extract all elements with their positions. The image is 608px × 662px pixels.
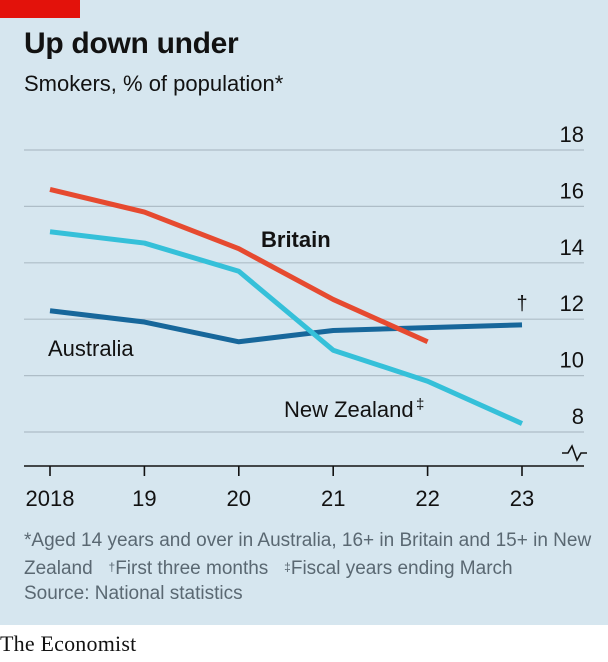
y-tick-label-10: 10: [560, 348, 584, 373]
y-axis-ticks: 8 10 12 14 16 18: [560, 122, 587, 462]
new-zealand-double-dagger: ‡: [416, 396, 424, 413]
axis-break-icon: [562, 444, 587, 462]
series-label-britain: Britain: [261, 227, 331, 252]
chart-subtitle: Smokers, % of population*: [24, 71, 284, 96]
economist-logo: The Economist: [0, 631, 137, 656]
x-tick-label-2021: 21: [321, 486, 345, 511]
chart-title: Up down under: [24, 27, 239, 60]
footnote-first-three-months: First three months: [115, 558, 269, 579]
series-line-australia: [49, 308, 523, 345]
line-chart: 8 10 12 14 16 18 2018 19 20 21 22 23 Britain Austra…: [24, 122, 587, 511]
footnote-age: *Aged 14 years and over in Australia, 16…: [24, 530, 592, 579]
series-labels: Britain Australia † New Zealand ‡: [48, 227, 528, 422]
y-tick-label-12: 12: [560, 291, 584, 316]
y-tick-label-14: 14: [560, 235, 584, 260]
x-tick-label-2022: 22: [415, 486, 439, 511]
y-tick-label-8: 8: [572, 404, 584, 429]
series-label-australia: Australia: [48, 336, 134, 361]
y-tick-label-18: 18: [560, 122, 584, 147]
series-line-britain: [49, 187, 429, 345]
x-tick-label-2023: 23: [510, 486, 534, 511]
series-line-new-zealand: [49, 229, 524, 426]
series-label-new-zealand: New Zealand: [284, 397, 414, 422]
x-tick-label-2020: 20: [227, 486, 251, 511]
x-tick-label-2019: 19: [132, 486, 156, 511]
source-note: Source: National statistics: [24, 583, 243, 604]
gridlines: [24, 149, 584, 433]
footnotes: *Aged 14 years and over in Australia, 16…: [24, 527, 594, 583]
australia-dagger-marker: †: [516, 293, 527, 315]
double-dagger-mark: ‡: [284, 560, 291, 574]
dagger-mark: †: [108, 560, 116, 574]
brand-red-tag: [0, 0, 80, 18]
x-axis: 2018 19 20 21 22 23: [24, 465, 584, 511]
chart-panel: Up down under Smokers, % of population* …: [0, 0, 608, 625]
series-lines: [49, 187, 524, 426]
y-tick-label-16: 16: [560, 178, 584, 203]
footnote-fiscal-years: Fiscal years ending March: [290, 558, 513, 579]
x-tick-label-2018: 2018: [26, 486, 75, 511]
